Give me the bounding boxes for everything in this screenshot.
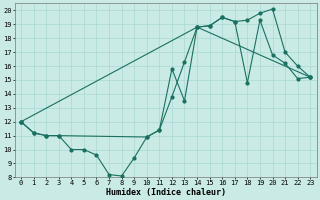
X-axis label: Humidex (Indice chaleur): Humidex (Indice chaleur)	[106, 188, 226, 197]
